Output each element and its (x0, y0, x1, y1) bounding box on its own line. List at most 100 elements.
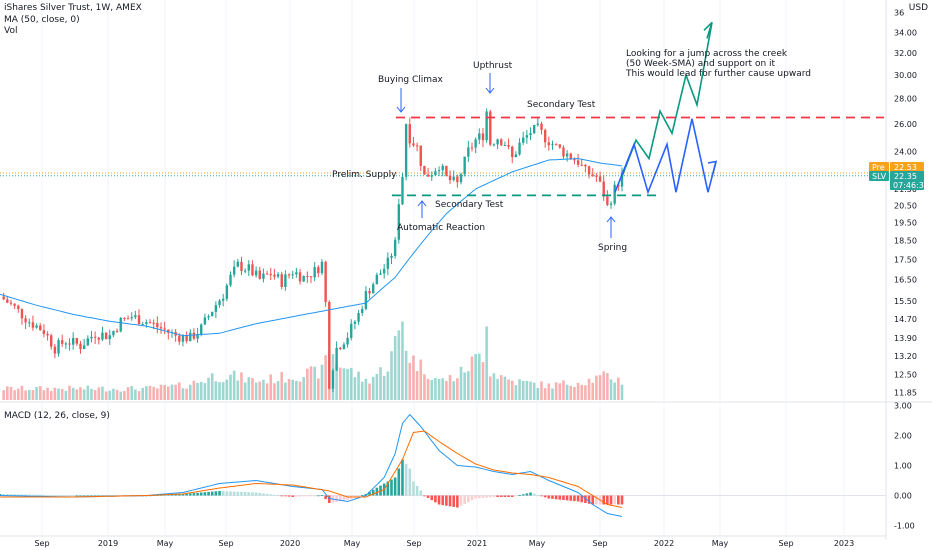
macd-line (0, 413, 623, 517)
candle-body (426, 174, 430, 177)
macd-histogram-bar (357, 495, 360, 497)
volume-bar (71, 387, 75, 400)
volume-bar (90, 388, 93, 400)
candle-body (35, 325, 38, 328)
candle-body (547, 142, 551, 146)
volume-bar (181, 388, 185, 400)
macd-histogram-bar (287, 495, 291, 497)
blue-projection-arrowhead (707, 160, 718, 174)
candle-body (562, 147, 565, 157)
candle-body (141, 323, 144, 325)
macd-histogram-bar (258, 492, 262, 496)
macd-tick-label: 2.00 (894, 432, 912, 441)
volume-bar (309, 366, 313, 400)
macd-histogram-bar (540, 495, 543, 497)
volume-bar (452, 381, 455, 400)
volume-bar (584, 385, 587, 400)
candle-body (254, 270, 258, 276)
macd-histogram-bar (456, 495, 459, 508)
macd-histogram-bar (587, 495, 591, 504)
candle-body (328, 301, 331, 389)
upthrust-label: Upthrust (473, 61, 513, 71)
macd-histogram-bar (562, 495, 565, 500)
macd-histogram-bar (386, 481, 390, 496)
volume-bar (532, 382, 536, 400)
volume-bar (302, 377, 305, 400)
macd-histogram-bar (6, 494, 9, 496)
candle-body (167, 329, 170, 333)
macd-histogram-bar (459, 495, 463, 506)
macd-tick-label: -1.00 (894, 522, 915, 531)
macd-histogram-bar (584, 495, 587, 503)
volume-bar (529, 381, 532, 400)
candle-body (423, 165, 426, 175)
macd-histogram-bar (313, 495, 316, 497)
macd-histogram-bar (60, 495, 64, 497)
macd-histogram-bar (360, 495, 364, 496)
candle-body (573, 159, 576, 161)
volume-bar (419, 359, 423, 400)
candle-body (500, 139, 503, 146)
price-tick-label: 24.00 (894, 147, 917, 156)
macd-histogram-bar (558, 495, 562, 500)
macd-histogram-bar (265, 493, 269, 496)
time-tick-label: May (529, 539, 546, 548)
upthrust-arrow (485, 73, 495, 94)
candle-body (269, 274, 272, 276)
volume-bar (338, 367, 342, 400)
volume-bar (46, 387, 49, 400)
macd-histogram-bar (243, 492, 247, 496)
candle-body (375, 274, 379, 285)
macd-legend: MACD (12, 26, close, 9) (4, 411, 110, 421)
candle-body (492, 144, 496, 146)
note-line-3: This would lead for further cause upward (625, 69, 811, 79)
time-tick-label: 2020 (280, 539, 300, 548)
candle-body (298, 272, 302, 282)
buying-climax-label: Buying Climax (378, 75, 444, 85)
candle-body (419, 145, 422, 166)
macd-histogram-bar (415, 486, 419, 496)
volume-bar (9, 386, 13, 400)
candle-body (90, 336, 93, 339)
volume-bar (291, 379, 295, 400)
macd-histogram-bar (448, 495, 452, 507)
candle-body (243, 270, 247, 272)
volume-bar (101, 386, 104, 400)
macd-histogram-bar (49, 495, 53, 496)
candle-body (536, 123, 540, 125)
candle-body (320, 261, 324, 274)
macd-histogram-bar (488, 495, 492, 498)
candle-body (580, 164, 583, 166)
volume-bar (123, 390, 126, 400)
volume-bar (514, 385, 518, 400)
candle-body (50, 335, 53, 347)
candle-body (86, 338, 90, 346)
volume-bar (470, 356, 474, 400)
candle-body (273, 274, 276, 277)
volume-bar (353, 377, 357, 400)
volume-bar (192, 380, 196, 400)
macd-histogram-bar (185, 493, 188, 496)
volume-bar (459, 366, 463, 400)
candle-body (53, 346, 57, 354)
time-tick-label: 2023 (834, 539, 854, 548)
macd-histogram-bar (441, 495, 445, 506)
candle-body (240, 261, 243, 272)
axes: 11.85 12.50 13.20 13.90 14.70 15.50 16.50 17.50… (34, 9, 916, 548)
candle-body (463, 156, 466, 175)
price-tick-label: 30.00 (894, 71, 917, 80)
candle-body (532, 124, 536, 134)
candle-body (309, 276, 313, 278)
macd-histogram-bar (543, 495, 547, 498)
macd-histogram-bar (75, 495, 79, 497)
candle-body (61, 340, 64, 344)
volume-bar (507, 379, 510, 400)
volume-bar (434, 378, 437, 400)
time-tick-label: 2021 (467, 539, 487, 548)
candle-body (97, 337, 100, 340)
macd-histogram-bar (295, 495, 298, 497)
macd-histogram-bar (346, 495, 349, 500)
candle-body (258, 270, 261, 279)
volume-bar (437, 379, 441, 400)
